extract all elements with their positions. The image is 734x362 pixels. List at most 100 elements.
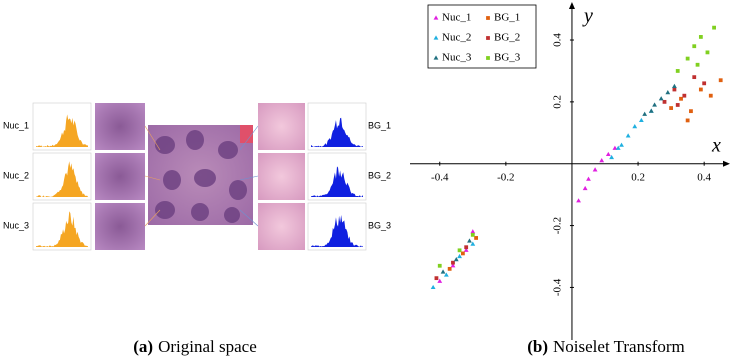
point xyxy=(451,260,455,265)
tissue-highlight xyxy=(240,125,253,143)
point xyxy=(457,253,462,259)
point xyxy=(437,263,442,268)
point xyxy=(619,142,624,147)
point xyxy=(605,151,611,157)
legend-label: Nuc_1 xyxy=(442,12,471,24)
nuc-label: Nuc_3 xyxy=(3,220,29,230)
point xyxy=(625,133,631,138)
y-tick-label: 0.4 xyxy=(551,33,563,47)
bg-label: BG_1 xyxy=(368,120,391,130)
legend-marker xyxy=(486,56,490,60)
point xyxy=(474,236,479,240)
point xyxy=(599,158,605,163)
nucleus-patch xyxy=(95,203,145,250)
point xyxy=(672,83,677,89)
y-tick-label: -0.4 xyxy=(551,278,563,296)
bg-label: BG_2 xyxy=(368,170,391,180)
background-patch xyxy=(258,203,305,250)
caption-text: Original space xyxy=(158,337,257,356)
point xyxy=(615,145,621,150)
point xyxy=(434,276,439,281)
point xyxy=(689,109,693,114)
point xyxy=(443,272,449,277)
point xyxy=(467,238,472,243)
point xyxy=(675,69,680,73)
legend-marker xyxy=(433,35,439,40)
legend-box xyxy=(427,4,537,69)
point xyxy=(675,103,680,107)
x-tick-label: 0.4 xyxy=(697,171,711,183)
histogram xyxy=(311,166,363,197)
point xyxy=(592,167,598,172)
x-axis-arrow xyxy=(723,160,730,167)
y-axis-label: y xyxy=(582,5,593,27)
legend-marker xyxy=(486,36,490,40)
point xyxy=(672,87,677,92)
x-tick-label: -0.2 xyxy=(497,171,514,183)
point xyxy=(460,251,465,256)
caption-label: (b) xyxy=(527,337,548,356)
legend-label: BG_1 xyxy=(494,12,520,24)
point xyxy=(632,124,638,129)
point xyxy=(440,269,446,274)
point xyxy=(582,185,588,191)
point xyxy=(692,44,697,49)
point xyxy=(679,96,683,101)
point xyxy=(669,106,674,110)
point xyxy=(695,62,700,67)
point xyxy=(586,176,591,181)
histogram xyxy=(311,117,363,147)
nuc-label: Nuc_1 xyxy=(3,120,29,130)
original-space-panel: Nuc_1 Nuc_2 Nuc_3 BG_1 BG_2 BG_3 xyxy=(3,102,391,251)
histogram xyxy=(311,214,363,247)
y-tick-label: -0.2 xyxy=(551,217,563,234)
point xyxy=(470,232,475,237)
point xyxy=(702,81,707,86)
caption-label: (a) xyxy=(133,337,153,356)
point xyxy=(665,89,671,95)
point xyxy=(652,102,657,107)
point xyxy=(642,111,648,116)
point xyxy=(658,96,664,101)
noiselet-panel: x y -0.4 -0.2 0.2 0.4 -0.4 -0.2 0.2 0.4 Nuc_1 BG_1 N… xyxy=(410,2,730,340)
x-tick-label: 0.2 xyxy=(631,171,645,183)
background-patch xyxy=(258,153,305,200)
connector xyxy=(239,175,259,181)
legend-marker xyxy=(486,16,490,20)
point xyxy=(638,117,644,123)
legend-marker xyxy=(433,15,439,20)
point xyxy=(447,266,452,271)
nucleus-patch xyxy=(95,103,145,150)
legend-label: BG_3 xyxy=(494,52,521,64)
histogram xyxy=(36,114,88,147)
point xyxy=(453,256,459,262)
point xyxy=(437,278,443,283)
point xyxy=(692,75,697,80)
point xyxy=(470,229,476,234)
legend-label: Nuc_2 xyxy=(442,32,471,44)
nuc-label: Nuc_2 xyxy=(3,170,29,180)
connector xyxy=(144,209,161,227)
x-axis-label: x xyxy=(711,135,721,157)
histogram xyxy=(36,211,88,247)
point xyxy=(609,154,615,160)
point xyxy=(464,245,469,250)
point xyxy=(698,87,703,92)
connector xyxy=(144,175,161,181)
point xyxy=(648,108,654,113)
bg-label: BG_3 xyxy=(368,220,391,230)
point xyxy=(698,35,703,39)
point xyxy=(682,93,687,98)
point xyxy=(470,241,476,246)
tissue-nuclei xyxy=(155,130,247,223)
point xyxy=(612,145,618,150)
connector xyxy=(239,125,259,151)
y-tick-label: 0.2 xyxy=(551,95,563,109)
point xyxy=(712,25,716,30)
connector xyxy=(239,209,259,227)
point xyxy=(705,50,710,55)
point xyxy=(576,198,581,203)
histogram xyxy=(36,161,88,197)
point xyxy=(718,78,723,83)
